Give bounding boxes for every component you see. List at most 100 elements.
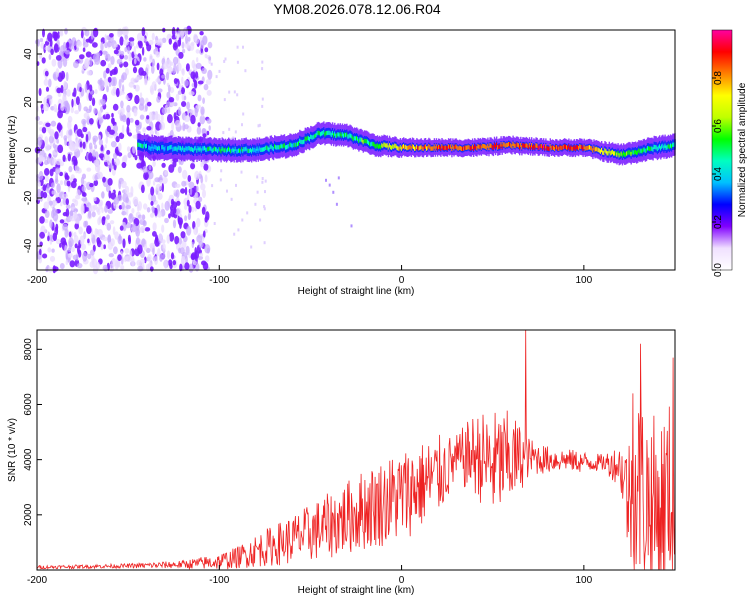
spectrogram-ridge-core bbox=[280, 143, 282, 148]
spectrogram-noise-speck bbox=[134, 119, 140, 126]
spectrogram-noise-speck bbox=[106, 85, 109, 93]
spectrogram-noise-speck bbox=[159, 123, 163, 131]
spectrogram-noise-speck bbox=[139, 97, 145, 106]
spectrogram-noise-speck bbox=[91, 97, 96, 107]
spectrogram-noise-speck bbox=[264, 190, 266, 194]
spectrogram-noise-speck bbox=[106, 149, 111, 155]
spectrogram-noise-speck bbox=[85, 133, 89, 143]
spectrogram-noise-speck bbox=[173, 78, 178, 84]
spectrogram-ridge-core bbox=[663, 145, 665, 150]
spectrogram-ridge-core bbox=[190, 146, 193, 152]
spectrogram-noise-speck bbox=[200, 183, 206, 191]
snr-y-tick-label: 4000 bbox=[23, 448, 34, 471]
spectrogram-noise-speck bbox=[117, 254, 122, 261]
spectrogram-ridge-core bbox=[625, 152, 627, 157]
spectrogram-y-tick-label: 40 bbox=[23, 48, 34, 60]
spectrogram-ridge-core bbox=[141, 144, 143, 149]
spectrogram-ridge-core bbox=[156, 146, 159, 151]
spectrogram-noise-speck bbox=[201, 67, 207, 74]
spectrogram-noise-speck bbox=[198, 241, 204, 248]
spectrogram-noise-speck bbox=[89, 118, 94, 125]
spectrogram-noise-speck bbox=[175, 93, 180, 101]
spectrogram-ridge-core bbox=[283, 143, 286, 148]
spectrogram-noise-speck bbox=[123, 61, 129, 68]
spectrogram-noise-speck bbox=[55, 192, 60, 198]
spectrogram-noise-speck bbox=[196, 126, 202, 135]
spectrogram-noise-speck bbox=[72, 198, 77, 203]
spectrogram-ridge-core bbox=[199, 146, 201, 151]
spectrogram-noise-speck bbox=[71, 98, 74, 108]
spectrogram-noise-speck bbox=[124, 34, 129, 40]
spectrogram-ridge-core bbox=[290, 142, 292, 148]
spectrogram-ridge-core bbox=[441, 144, 443, 149]
spectrogram-ridge-core bbox=[636, 150, 638, 156]
spectrogram-noise-speck bbox=[118, 132, 125, 140]
spectrogram-noise-speck bbox=[54, 178, 59, 185]
spectrogram-ridge-core bbox=[389, 145, 392, 150]
spectrogram-noise-speck bbox=[129, 117, 134, 123]
spectrogram-ridge-core bbox=[432, 146, 434, 151]
spectrogram-noise-speck bbox=[112, 103, 119, 111]
spectrogram-ridge-core bbox=[165, 146, 168, 151]
spectrogram-noise-speck bbox=[92, 27, 99, 38]
spectrogram-ridge-core bbox=[342, 133, 345, 138]
spectrogram-ridge-core bbox=[505, 142, 508, 148]
spectrogram-noise-speck bbox=[261, 104, 264, 108]
spectrogram-noise-speck bbox=[157, 211, 163, 218]
spectrogram-noise-speck bbox=[97, 171, 103, 180]
spectrogram-noise-speck bbox=[193, 33, 198, 42]
spectrogram-ridge-core bbox=[224, 147, 227, 152]
spectrogram-ridge-core bbox=[654, 145, 656, 150]
spectrogram-noise-speck bbox=[190, 71, 196, 80]
spectrogram-ridge-core bbox=[406, 145, 408, 151]
spectrogram-ridge-core bbox=[461, 146, 463, 151]
spectrogram-ridge-core bbox=[404, 145, 406, 150]
colorbar-ticks: 0.0 0.2 0.4 0.6 0.8 bbox=[712, 71, 724, 277]
spectrogram-noise-speck bbox=[65, 198, 70, 206]
spectrogram-ridge-core bbox=[392, 144, 394, 149]
spectrogram-noise-speck bbox=[92, 42, 98, 48]
spectrogram-noise-speck bbox=[117, 235, 123, 245]
spectrogram-y-label: Frequency (Hz) bbox=[7, 116, 18, 185]
spectrogram-noise-speck bbox=[200, 40, 205, 49]
spectrogram-ridge-core bbox=[419, 145, 421, 150]
spectrogram-noise-speck bbox=[132, 145, 136, 154]
spectrogram-ridge-core bbox=[582, 146, 584, 151]
spectrogram-ridge-core bbox=[233, 149, 235, 154]
spectrogram-ridge-core bbox=[288, 144, 290, 149]
spectrogram-ridge-core bbox=[291, 143, 293, 149]
spectrogram-noise-speck bbox=[195, 104, 201, 109]
spectrogram-noise-speck bbox=[120, 100, 124, 109]
spectrogram-ridge-core bbox=[228, 146, 230, 151]
spectrogram-noise-speck bbox=[189, 187, 193, 196]
spectrogram-ridge-core bbox=[566, 145, 568, 150]
spectrogram-ridge-core bbox=[471, 144, 474, 149]
spectrogram-ridge-core bbox=[628, 150, 630, 155]
spectrogram-ridge-core bbox=[296, 141, 299, 147]
spectrogram-ridge-core bbox=[512, 141, 514, 146]
spectrogram-ridge-core bbox=[331, 130, 334, 136]
spectrogram-ridge-core bbox=[430, 146, 432, 151]
spectrogram-ridge-core bbox=[208, 146, 210, 152]
spectrogram-ridge-core bbox=[319, 132, 322, 137]
spectrogram-ridge-core bbox=[617, 150, 619, 156]
spectrogram-noise-speck bbox=[237, 228, 240, 232]
spectrogram-noise-speck bbox=[94, 55, 101, 65]
spectrogram-ridge-core bbox=[611, 149, 614, 155]
spectrogram-noise-speck bbox=[184, 186, 188, 196]
spectrogram-noise-speck bbox=[40, 104, 43, 109]
spectrogram-ridge-core bbox=[317, 130, 320, 135]
spectrogram-noise-speck bbox=[155, 183, 162, 192]
spectrogram-noise-speck bbox=[241, 218, 244, 222]
spectrogram-noise-speck bbox=[82, 41, 89, 48]
spectrogram-ridge-core bbox=[349, 133, 351, 138]
spectrogram-ridge-core bbox=[305, 137, 308, 142]
spectrogram-noise-speck bbox=[97, 229, 103, 237]
spectrogram-noise-speck bbox=[100, 59, 107, 67]
spectrogram-noise-speck bbox=[175, 32, 181, 39]
spectrogram-noise-speck bbox=[181, 68, 185, 74]
spectrogram-noise-speck bbox=[73, 87, 77, 98]
spectrogram-noise-speck bbox=[154, 39, 160, 46]
spectrogram-ridge-core bbox=[380, 144, 382, 150]
spectrogram-noise-speck bbox=[64, 228, 69, 238]
